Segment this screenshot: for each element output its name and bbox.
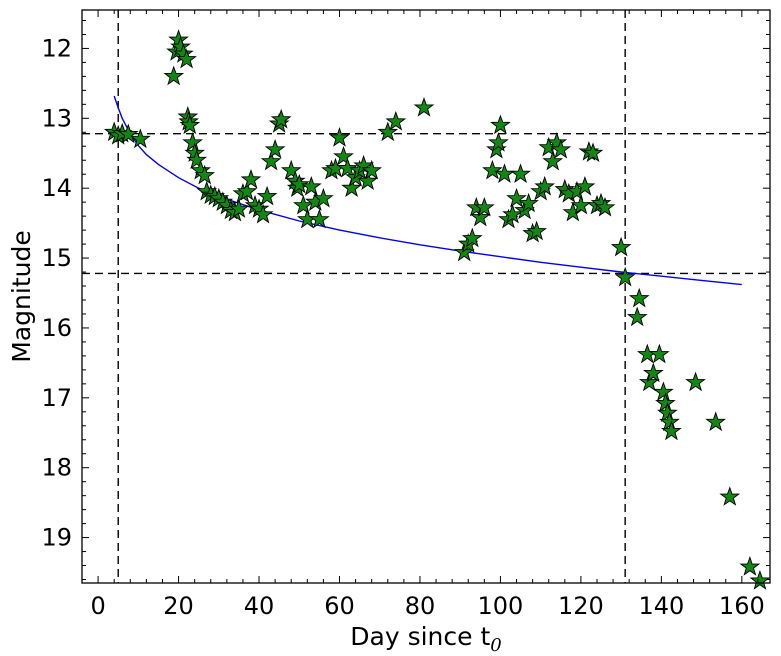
data-point [628, 287, 650, 308]
y-tick-label: 16 [41, 314, 72, 342]
data-point [461, 227, 483, 248]
data-point [333, 145, 354, 166]
x-tick-label: 80 [405, 592, 436, 620]
x-tick-label: 160 [719, 592, 765, 620]
data-point [337, 157, 358, 178]
x-tick-label: 120 [558, 592, 604, 620]
data-point [228, 198, 250, 218]
data-point [488, 131, 509, 152]
x-tick-label: 60 [324, 592, 355, 620]
data-point [661, 420, 682, 441]
data-point [385, 110, 407, 131]
data-point [705, 411, 726, 432]
data-point [534, 175, 555, 196]
data-point [236, 180, 258, 201]
data-point [582, 142, 604, 162]
data-point [652, 381, 674, 402]
data-point [176, 48, 197, 69]
data-point [749, 570, 771, 590]
data-point [510, 163, 531, 184]
data-point [642, 362, 664, 383]
data-point [179, 114, 201, 135]
data-point [482, 159, 503, 180]
data-point [163, 65, 185, 86]
data-point [301, 175, 322, 196]
data-point [264, 138, 286, 159]
data-point [685, 371, 706, 392]
axis-ticks: 0 20 40 60 80 100 120 140 160 12 13 14 15 16 17 18 19 [41, 10, 770, 620]
data-point [649, 343, 670, 364]
data-point [502, 203, 523, 224]
data-point [626, 306, 648, 327]
data-point [256, 185, 278, 206]
y-tick-label: 19 [41, 524, 72, 552]
data-point [719, 486, 741, 506]
data-point [129, 128, 151, 149]
x-tick-label: 20 [163, 592, 194, 620]
data-point [270, 108, 292, 129]
x-axis-label-text: Day since t [350, 622, 490, 651]
data-point [292, 194, 314, 215]
plot-frame [81, 9, 771, 584]
data-point [550, 138, 572, 159]
data-point [614, 266, 636, 287]
data-point [117, 123, 139, 144]
data-point [506, 187, 527, 208]
data-point [288, 173, 310, 194]
x-axis-label-subscript: 0 [490, 635, 501, 656]
data-point [655, 392, 676, 413]
data-point [377, 121, 399, 142]
data-point [518, 192, 539, 213]
data-point [490, 114, 511, 135]
y-tick-label: 18 [41, 454, 72, 482]
data-point [526, 220, 547, 241]
data-point [280, 159, 302, 180]
data-point [739, 556, 761, 576]
data-point [594, 196, 616, 217]
data-point [186, 149, 208, 170]
y-axis-label: Magnitude [7, 230, 36, 362]
data-point [308, 208, 330, 229]
data-point [361, 159, 382, 180]
data-point [353, 154, 375, 175]
data-point [182, 131, 204, 152]
data-point [657, 402, 678, 423]
data-point [659, 411, 680, 432]
y-tick-label: 13 [41, 104, 72, 132]
fit-curve-line [113, 95, 742, 286]
y-tick-label: 15 [41, 244, 72, 272]
x-tick-label: 0 [90, 592, 105, 620]
data-point [413, 96, 435, 117]
y-tick-label: 12 [41, 34, 72, 62]
y-tick-label: 17 [41, 384, 72, 412]
x-tick-label: 40 [244, 592, 275, 620]
data-point [542, 150, 564, 171]
data-point [329, 127, 350, 147]
x-axis-label: Day since t0 [350, 622, 501, 656]
data-point [260, 150, 282, 171]
data-point [610, 236, 632, 257]
data-point [313, 187, 334, 208]
reference-lines [82, 10, 770, 583]
x-tick-label: 140 [638, 592, 684, 620]
y-tick-label: 14 [41, 174, 72, 202]
data-point [357, 170, 378, 191]
data-point [252, 203, 274, 224]
data-points [103, 29, 771, 590]
data-point [240, 168, 262, 189]
data-point [574, 175, 596, 196]
fit-curve [113, 95, 742, 286]
x-tick-label: 100 [478, 592, 524, 620]
data-point [194, 164, 215, 185]
data-point [469, 206, 491, 227]
data-point [341, 177, 362, 198]
data-point [473, 196, 495, 217]
